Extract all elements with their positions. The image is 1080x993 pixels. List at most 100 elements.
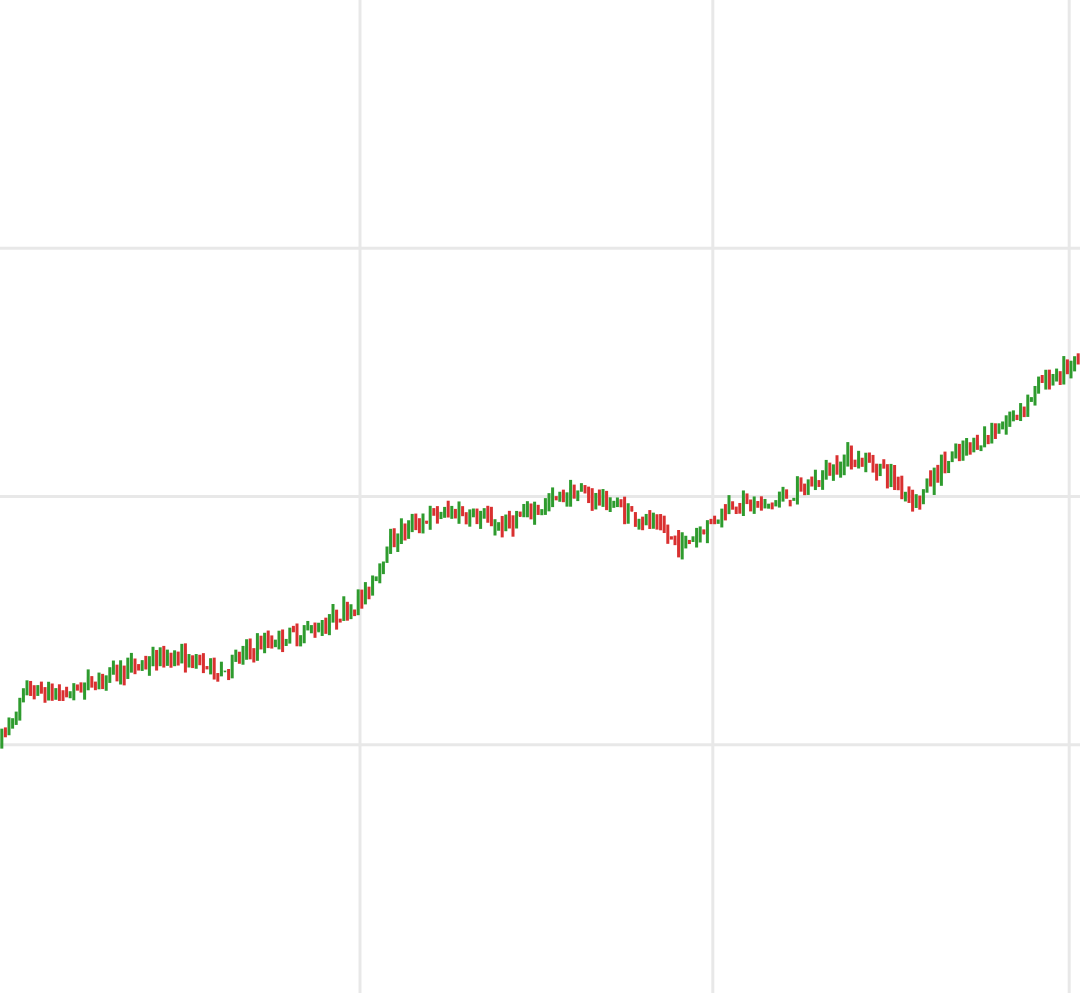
candle-body bbox=[403, 525, 407, 533]
candle-body bbox=[414, 519, 418, 528]
candle-body bbox=[101, 677, 104, 682]
candle-body bbox=[878, 464, 882, 472]
candle-body bbox=[1008, 418, 1012, 423]
candle-body bbox=[65, 693, 68, 696]
candle-body bbox=[742, 496, 745, 510]
candle-body bbox=[457, 509, 461, 519]
candle-body bbox=[173, 652, 176, 665]
candle-body bbox=[518, 515, 522, 517]
candle-body bbox=[929, 478, 932, 486]
candle-body bbox=[1001, 425, 1004, 430]
candle-body bbox=[832, 465, 835, 476]
candle-body bbox=[122, 666, 126, 678]
candle-body bbox=[547, 501, 551, 503]
candle-body bbox=[18, 698, 22, 717]
candle-body bbox=[274, 644, 277, 647]
candle-body bbox=[533, 508, 536, 518]
candle-body bbox=[882, 465, 886, 467]
candle-body bbox=[288, 629, 292, 642]
candle-body bbox=[374, 576, 378, 581]
candle-body bbox=[284, 642, 288, 646]
candle-body bbox=[1037, 380, 1040, 389]
candle-body bbox=[673, 535, 677, 541]
candle-body bbox=[162, 651, 166, 663]
candle-body bbox=[706, 521, 709, 535]
candle-body bbox=[76, 685, 79, 690]
candle-body bbox=[356, 595, 360, 611]
candle-body bbox=[644, 515, 648, 523]
candle-body bbox=[410, 520, 414, 524]
candle-body bbox=[1048, 373, 1051, 386]
candle-body bbox=[580, 490, 583, 492]
candle-body bbox=[130, 661, 133, 665]
candle-body bbox=[738, 507, 742, 510]
candle-body bbox=[734, 507, 738, 510]
candle-body bbox=[648, 515, 652, 526]
candle-body bbox=[634, 512, 637, 523]
candle-body bbox=[432, 509, 436, 512]
candle-body bbox=[169, 655, 173, 663]
candle-body bbox=[511, 521, 515, 528]
candle-body bbox=[598, 495, 601, 502]
candle-body bbox=[788, 500, 792, 502]
candle-body bbox=[724, 510, 727, 515]
candle-body bbox=[558, 492, 562, 500]
candle-body bbox=[918, 499, 922, 502]
candle-body bbox=[90, 676, 94, 686]
candle-body bbox=[36, 685, 40, 694]
candle-body bbox=[32, 693, 36, 696]
candle-body bbox=[756, 501, 760, 505]
candle-body bbox=[238, 656, 241, 660]
candle-body bbox=[94, 687, 97, 689]
candle-body bbox=[709, 520, 713, 522]
candle-body bbox=[554, 496, 558, 499]
candle-body bbox=[198, 656, 202, 662]
candle-body bbox=[292, 627, 295, 632]
candle-body bbox=[565, 497, 569, 500]
candle-body bbox=[223, 670, 227, 673]
candle-body bbox=[263, 638, 266, 647]
candle-body bbox=[0, 731, 4, 747]
candle-body bbox=[857, 458, 860, 466]
candle-body bbox=[601, 493, 605, 502]
candle-body bbox=[479, 517, 482, 522]
candle-body bbox=[1062, 363, 1066, 377]
candle-body bbox=[464, 516, 468, 521]
candle-body bbox=[212, 659, 216, 675]
candle-body bbox=[486, 513, 490, 518]
candle-body bbox=[1058, 373, 1062, 378]
candle-body bbox=[1026, 398, 1030, 411]
candle-body bbox=[936, 472, 940, 479]
candle-body bbox=[900, 483, 904, 493]
candle-body bbox=[626, 509, 630, 517]
candle-body bbox=[252, 651, 256, 655]
candle-body bbox=[475, 512, 479, 523]
candle-body bbox=[871, 461, 875, 467]
candle-body bbox=[425, 522, 428, 524]
candle-body bbox=[11, 721, 14, 724]
candle-body bbox=[108, 667, 112, 675]
candle-body bbox=[940, 460, 943, 480]
candle-body bbox=[133, 660, 137, 668]
candle-body bbox=[572, 486, 576, 499]
candle-body bbox=[270, 641, 274, 645]
candle-body bbox=[932, 471, 936, 487]
candle-body bbox=[439, 516, 443, 518]
candle-body bbox=[22, 693, 25, 698]
candle-body bbox=[61, 694, 65, 697]
candle-body bbox=[115, 666, 119, 677]
candle-body bbox=[1069, 364, 1073, 372]
candle-body bbox=[58, 691, 61, 696]
candle-body bbox=[446, 509, 450, 513]
candle-body bbox=[248, 647, 252, 651]
candle-body bbox=[583, 491, 587, 494]
candle-body bbox=[1033, 386, 1037, 399]
candle-body bbox=[655, 520, 659, 523]
candle-body bbox=[990, 431, 994, 435]
candle-body bbox=[763, 502, 767, 504]
candle-body bbox=[151, 654, 155, 665]
candle-body bbox=[605, 492, 608, 509]
candle-body bbox=[846, 449, 850, 459]
candle-body bbox=[925, 479, 929, 491]
